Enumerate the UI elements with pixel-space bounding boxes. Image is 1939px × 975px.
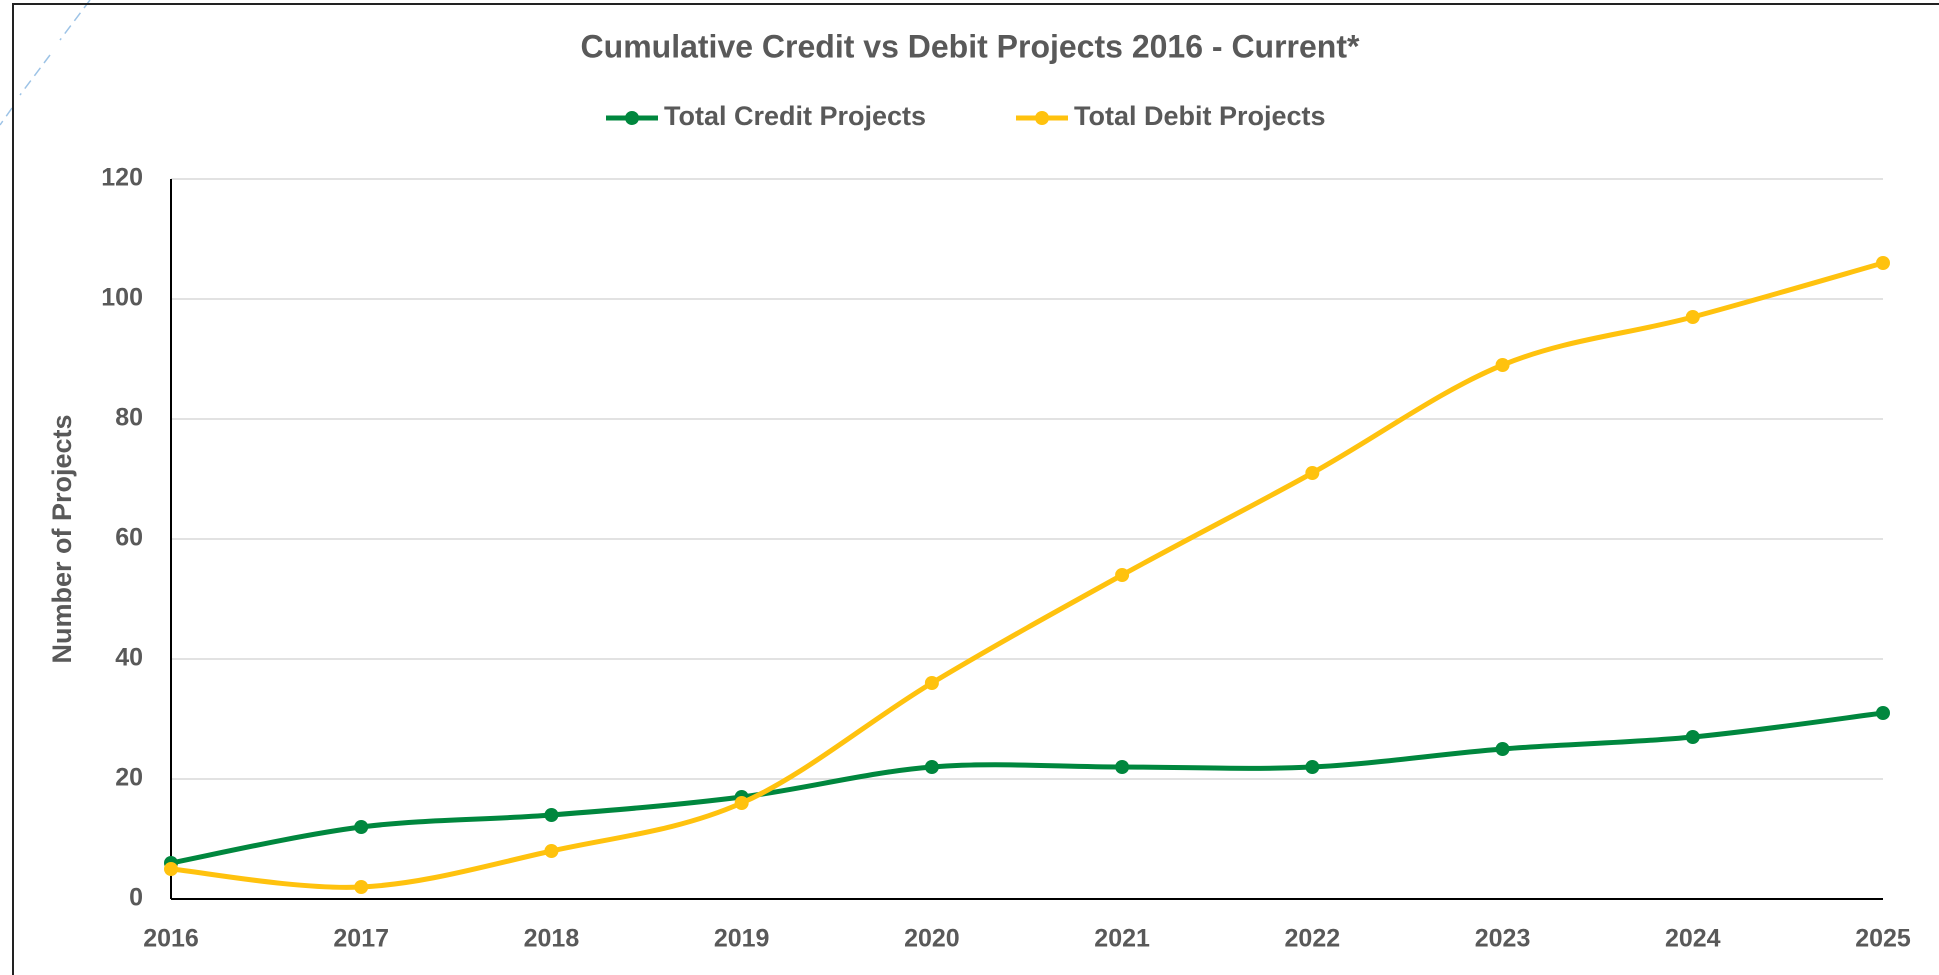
x-tick-label: 2021	[1094, 925, 1150, 953]
y-tick-label: 60	[115, 524, 143, 552]
chart-frame	[12, 3, 1939, 975]
y-tick-label: 80	[115, 404, 143, 432]
data-point	[1495, 358, 1510, 372]
chart-title: Cumulative Credit vs Debit Projects 2016…	[581, 28, 1360, 64]
x-tick-label: 2024	[1665, 925, 1721, 953]
series-line	[170, 710, 1884, 866]
x-tick-label: 2017	[333, 925, 389, 953]
data-point	[1876, 256, 1890, 270]
series-line	[170, 260, 1884, 890]
y-tick-label: 0	[129, 884, 143, 912]
x-tick-label: 2020	[904, 925, 960, 953]
data-point	[924, 676, 939, 690]
y-axis-label: Number of Projects	[47, 414, 77, 663]
data-point	[1495, 742, 1510, 756]
data-point	[1876, 706, 1890, 720]
decoration	[0, 0, 91, 126]
x-tick-label: 2022	[1285, 925, 1341, 953]
y-tick-label: 40	[115, 644, 143, 672]
data-point	[734, 796, 749, 810]
data-point	[1115, 760, 1130, 774]
legend-label: Total Credit Projects	[664, 101, 926, 131]
x-tick-label: 2023	[1475, 925, 1531, 953]
legend-marker	[1035, 111, 1049, 125]
x-tick-label: 2025	[1855, 925, 1911, 953]
y-tick-label: 20	[115, 764, 143, 792]
data-point	[544, 808, 559, 822]
legend-label: Total Debit Projects	[1074, 101, 1326, 131]
x-tick-label: 2019	[714, 925, 770, 953]
data-point	[354, 880, 369, 894]
data-point	[1685, 310, 1700, 324]
data-point	[1685, 730, 1700, 744]
data-point	[924, 760, 939, 774]
legend-marker	[625, 111, 639, 125]
data-point	[164, 862, 178, 876]
x-tick-label: 2018	[524, 925, 580, 953]
data-point	[1115, 568, 1130, 582]
y-tick-label: 100	[101, 284, 143, 312]
data-point	[1305, 760, 1320, 774]
y-tick-label: 120	[101, 164, 143, 192]
data-point	[544, 844, 559, 858]
data-point	[1305, 466, 1320, 480]
x-tick-label: 2016	[143, 925, 199, 953]
data-point	[354, 820, 369, 834]
